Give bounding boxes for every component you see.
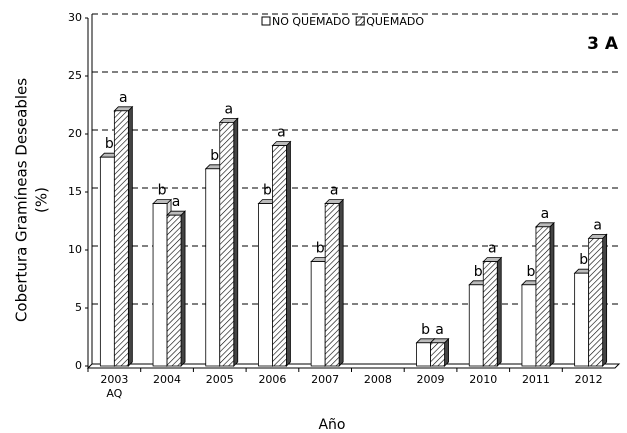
significance-label: a xyxy=(224,101,233,117)
x-tick-label: 2010 xyxy=(469,373,498,386)
x-tick-label: 2004 xyxy=(153,373,182,386)
bar xyxy=(534,221,555,367)
significance-label: b xyxy=(579,252,588,268)
significance-label: a xyxy=(435,322,444,338)
x-tick-label: 2007 xyxy=(311,373,340,386)
x-tick-label: 2009 xyxy=(416,373,445,386)
chart-title: 3 A xyxy=(587,34,619,54)
bar-front xyxy=(219,122,235,367)
legend-label: NO QUEMADO xyxy=(272,15,351,28)
bar-front xyxy=(324,203,340,367)
significance-label: a xyxy=(277,125,286,141)
bar-side xyxy=(444,337,449,367)
y-tick-label: 10 xyxy=(68,243,82,256)
bar-side xyxy=(496,256,502,367)
bar-front xyxy=(113,110,129,367)
bar-side xyxy=(602,233,608,367)
significance-label: a xyxy=(541,206,550,222)
bar-side xyxy=(549,221,555,367)
bar xyxy=(166,210,187,367)
y-axis-label: Cobertura Gramíneas Deseables xyxy=(13,78,31,322)
bar xyxy=(429,337,450,367)
bar-front xyxy=(258,203,273,367)
significance-label: a xyxy=(593,217,602,233)
bar-side xyxy=(286,140,291,367)
y-tick-label: 30 xyxy=(68,11,82,24)
x-tick-label: 2006 xyxy=(258,373,287,386)
bar-side xyxy=(127,105,133,367)
x-tick-label: 2003 AQ xyxy=(100,373,129,400)
bar xyxy=(271,140,292,367)
significance-label: b xyxy=(421,322,430,338)
bar xyxy=(324,198,345,367)
significance-label: a xyxy=(488,241,497,257)
y-tick-label: 0 xyxy=(75,359,82,372)
bar-front xyxy=(468,284,484,367)
bar-front xyxy=(482,261,498,367)
x-tick-label: 2011 xyxy=(521,373,550,386)
bar-front xyxy=(430,342,445,367)
bar xyxy=(587,233,608,367)
significance-label: b xyxy=(105,136,114,152)
y-tick-label: 5 xyxy=(75,301,82,314)
bar-side xyxy=(233,117,239,367)
significance-label: b xyxy=(263,183,272,199)
bar xyxy=(113,105,134,367)
bar xyxy=(218,117,239,367)
significance-label: a xyxy=(330,183,339,199)
legend-swatch xyxy=(355,16,365,26)
bar-front xyxy=(416,342,431,367)
y-tick-label: 25 xyxy=(68,69,82,82)
bar-front xyxy=(588,237,604,367)
legend-swatch xyxy=(261,16,271,26)
x-axis-label: Año xyxy=(318,417,345,433)
bar-front xyxy=(99,156,115,367)
bar xyxy=(482,256,503,367)
significance-label: b xyxy=(474,264,483,280)
bar-front xyxy=(152,203,168,367)
significance-label: b xyxy=(316,241,325,257)
y-tick-label: 15 xyxy=(68,185,82,198)
significance-label: b xyxy=(158,183,167,199)
bar-side xyxy=(180,210,186,367)
x-tick-label: 2005 xyxy=(205,373,234,386)
bar-front xyxy=(166,214,182,367)
bar-front xyxy=(272,145,287,367)
x-tick-label: 2012 xyxy=(574,373,603,386)
significance-label: b xyxy=(210,148,219,164)
significance-label: a xyxy=(119,90,128,106)
y-tick-label: 20 xyxy=(68,127,82,140)
bar-front xyxy=(205,168,221,367)
x-tick-label: 2008 xyxy=(363,373,392,386)
significance-label: b xyxy=(527,264,536,280)
bar-side xyxy=(338,198,344,367)
bar-front xyxy=(574,272,590,367)
legend-label: QUEMADO xyxy=(366,15,424,28)
bar-front xyxy=(521,284,537,367)
bar-front xyxy=(535,226,551,367)
bar-front xyxy=(310,261,326,367)
significance-label: a xyxy=(172,194,181,210)
y-axis-unit: (%) xyxy=(33,187,51,213)
